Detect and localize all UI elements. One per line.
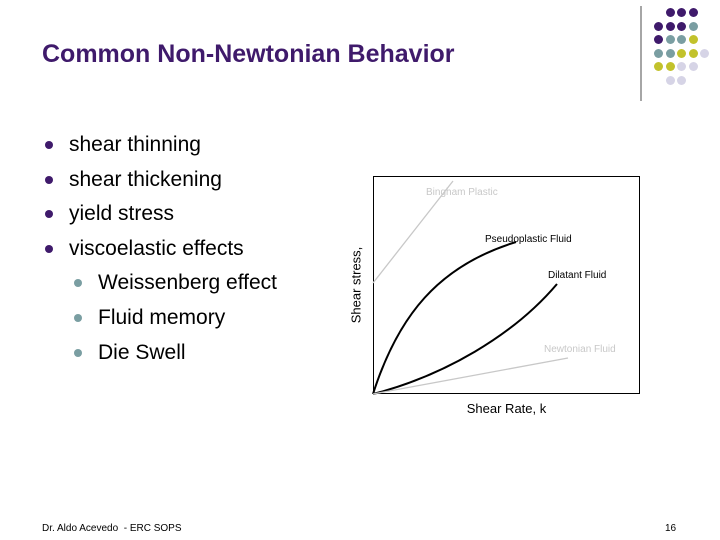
decorative-dot (677, 62, 686, 71)
decorative-dot (654, 21, 663, 31)
page-number: 16 (665, 523, 677, 534)
bullet-dot-icon (45, 244, 53, 253)
decorative-dot (700, 48, 709, 58)
decorative-dot (654, 35, 663, 44)
dilatant-label: Dilatant Fluid (548, 270, 606, 281)
sub-bullet-dot-icon (74, 313, 82, 322)
bingham-plastic-curve (372, 180, 454, 284)
rheology-diagram: Bingham Plastic Pseudoplastic Fluid Dila… (372, 180, 616, 395)
decorative-dot (677, 21, 686, 31)
decorative-divider (640, 6, 642, 101)
sub-bullet-dot-icon (74, 279, 82, 288)
decorative-dot (665, 35, 675, 44)
decorative-dot (665, 21, 675, 31)
bingham-plastic-label: Bingham Plastic (426, 187, 498, 198)
sub-bullet-item: Die Swell (44, 339, 277, 374)
bullet-item: shear thickening (44, 166, 277, 201)
decorative-dot (677, 48, 686, 58)
pseudoplastic-curve (372, 241, 517, 395)
sub-bullet-dot-icon (74, 348, 82, 357)
bullet-dot-icon (45, 210, 53, 219)
decorative-dot (654, 62, 663, 71)
bullet-dot-icon (45, 175, 53, 184)
decorative-dot (677, 35, 686, 44)
decorative-dot (677, 75, 686, 85)
decorative-dot (654, 48, 663, 58)
decorative-dot (665, 62, 675, 71)
footer-author: Dr. Aldo Acevedo - ERC SOPS (42, 523, 182, 534)
newtonian-label: Newtonian Fluid (544, 344, 616, 355)
decorative-dot (688, 21, 698, 31)
bullet-dot-icon (45, 141, 53, 149)
decorative-dot (688, 35, 698, 44)
bullet-list: shear thinning shear thickening yield st… (44, 131, 277, 373)
decorative-dot (665, 75, 675, 85)
slide-title: Common Non-Newtonian Behavior (42, 40, 455, 68)
newtonian-curve (372, 357, 569, 395)
x-axis-label: Shear Rate, k (466, 401, 547, 416)
decorative-dot (688, 8, 698, 17)
sub-bullet-item: Weissenberg effect (44, 269, 277, 304)
diagram-frame (373, 176, 640, 394)
decorative-dot (677, 8, 686, 17)
decorative-dot (665, 8, 675, 17)
dilatant-curve (372, 283, 558, 395)
bullet-item: viscoelastic effects (44, 235, 277, 270)
bullet-item: yield stress (44, 200, 277, 235)
decorative-dot-grid (650, 8, 720, 98)
decorative-dot (665, 48, 675, 58)
pseudoplastic-label: Pseudoplastic Fluid (485, 234, 572, 245)
y-axis-label: Shear stress, (348, 246, 364, 324)
bullet-item: shear thinning (44, 131, 277, 166)
decorative-dot (688, 48, 698, 58)
decorative-dot (688, 62, 698, 71)
sub-bullet-item: Fluid memory (44, 304, 277, 339)
